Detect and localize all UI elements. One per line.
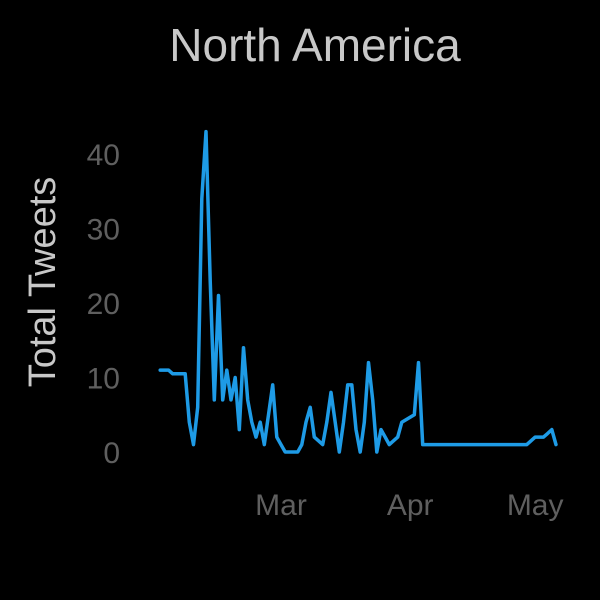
y-tick-label: 40	[87, 139, 120, 172]
series-layer	[158, 129, 558, 454]
y-axis-label: Total Tweets	[22, 177, 64, 388]
y-axis-ticks: 0 10 20 30 40	[87, 139, 120, 470]
x-tick-label: Apr	[387, 489, 434, 522]
series-line	[158, 129, 558, 454]
y-tick-label: 30	[87, 214, 120, 247]
chart-title: North America	[169, 19, 461, 71]
y-tick-label: 0	[103, 437, 120, 470]
x-tick-label: May	[507, 489, 564, 522]
x-axis-ticks: Mar Apr May	[255, 489, 563, 522]
y-tick-label: 20	[87, 288, 120, 321]
y-tick-label: 10	[87, 363, 120, 396]
x-tick-label: Mar	[255, 489, 307, 522]
